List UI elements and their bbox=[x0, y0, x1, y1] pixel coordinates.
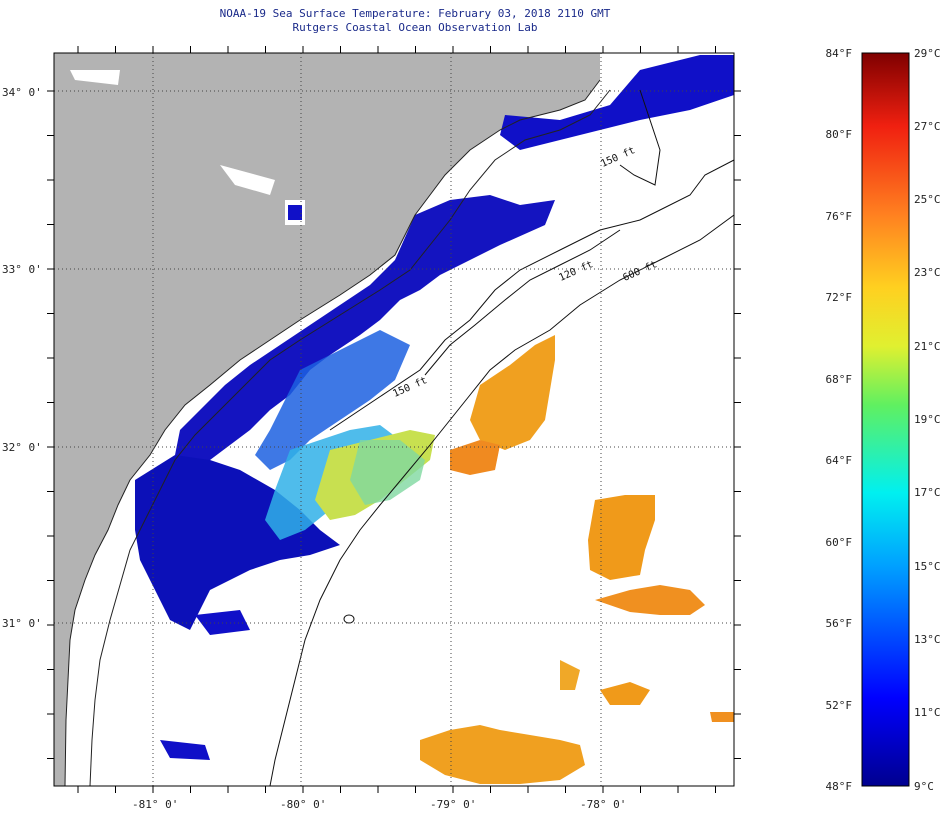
colorbar-label-f: 52°F bbox=[825, 699, 853, 712]
colorbar-label-f: 64°F bbox=[825, 454, 853, 467]
colorbar-label-f: 60°F bbox=[825, 536, 853, 549]
cloud-patch bbox=[220, 165, 275, 195]
warm-water-patch bbox=[560, 660, 580, 690]
intracoastal-outline bbox=[89, 89, 611, 786]
latitude-label: 33° 0' bbox=[2, 263, 42, 276]
colorbar-label-c: 29°C bbox=[914, 47, 941, 60]
colorbar-label-c: 21°C bbox=[914, 340, 941, 353]
map-title: NOAA-19 Sea Surface Temperature: Februar… bbox=[219, 7, 611, 20]
contour-line-600ft bbox=[269, 214, 734, 786]
cloud-patch bbox=[288, 205, 302, 220]
colorbar-label-f: 80°F bbox=[825, 128, 853, 141]
colorbar-label-f: 56°F bbox=[825, 617, 853, 630]
warm-water-patch bbox=[710, 712, 734, 722]
cold-water-band bbox=[175, 195, 555, 470]
latitude-label: 32° 0' bbox=[2, 441, 42, 454]
longitude-label: -81° 0' bbox=[132, 798, 179, 811]
longitude-label: -80° 0' bbox=[280, 798, 327, 811]
mid-water bbox=[255, 330, 410, 470]
cloud-patch bbox=[70, 70, 120, 85]
colorbar-label-f: 72°F bbox=[825, 291, 853, 304]
contour-line-shelf bbox=[619, 89, 661, 186]
latitude-label: 34° 0' bbox=[2, 86, 42, 99]
warm-water-patch bbox=[470, 335, 555, 450]
contour-ring bbox=[343, 614, 355, 624]
land-area bbox=[54, 53, 600, 786]
colorbar-label-f: 68°F bbox=[825, 373, 853, 386]
cold-water-band bbox=[135, 455, 340, 630]
colorbar-label-c: 15°C bbox=[914, 560, 941, 573]
longitude-label: -78° 0' bbox=[580, 798, 627, 811]
warm-water-patch bbox=[588, 495, 655, 580]
warm-water-patch bbox=[600, 682, 650, 705]
colorbar-label-c: 11°C bbox=[914, 706, 941, 719]
colorbar-label-c: 19°C bbox=[914, 413, 941, 426]
colorbar-label-c: 9°C bbox=[914, 780, 934, 793]
latitude-label: 31° 0' bbox=[2, 617, 42, 630]
colorbar bbox=[861, 52, 910, 787]
colorbar-label-c: 13°C bbox=[914, 633, 941, 646]
colorbar-label-c: 25°C bbox=[914, 193, 941, 206]
contour-line-120ft bbox=[424, 229, 621, 376]
warm-water-patch bbox=[450, 440, 500, 475]
colorbar-label-f: 76°F bbox=[825, 210, 853, 223]
contour-line-150ft bbox=[329, 159, 734, 431]
cloud-patch bbox=[160, 740, 210, 760]
colorbar-label-f: 84°F bbox=[825, 47, 853, 60]
coastline bbox=[64, 79, 601, 786]
colorbar-label-c: 17°C bbox=[914, 486, 941, 499]
warm-water-patch bbox=[420, 725, 585, 784]
cold-water-band bbox=[500, 55, 734, 150]
map-subtitle: Rutgers Coastal Ocean Observation Lab bbox=[292, 21, 538, 34]
colorbar-label-f: 48°F bbox=[825, 780, 853, 793]
colorbar-label-c: 27°C bbox=[914, 120, 941, 133]
transition-water bbox=[350, 440, 425, 505]
longitude-label: -79° 0' bbox=[430, 798, 477, 811]
colorbar-label-c: 23°C bbox=[914, 266, 941, 279]
map-frame bbox=[53, 52, 735, 787]
warm-water-patch bbox=[595, 585, 705, 615]
